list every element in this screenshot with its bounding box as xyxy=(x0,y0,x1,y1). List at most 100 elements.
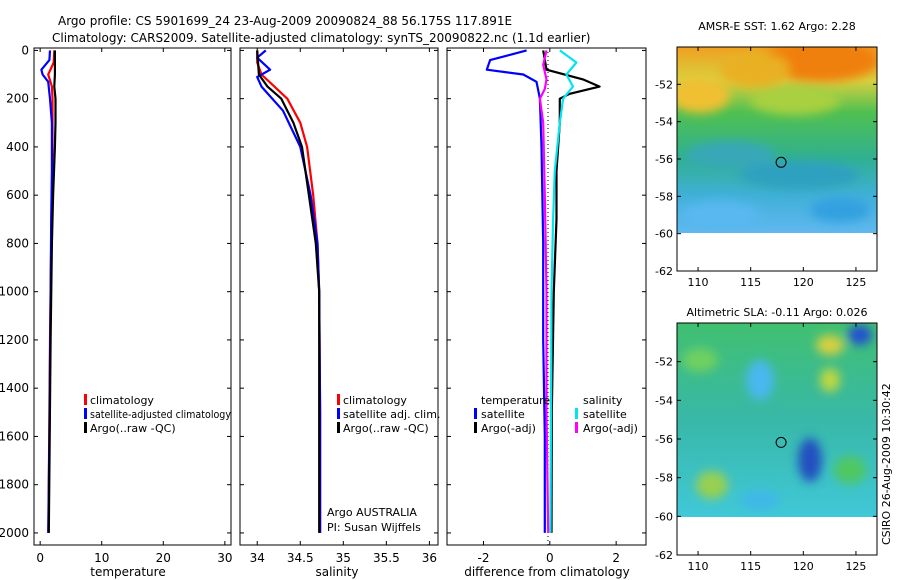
y-tick-label: -52 xyxy=(655,356,673,369)
difference-y-axis xyxy=(447,49,646,534)
y-tick-label: 800 xyxy=(6,236,29,250)
x-tick-label: 2 xyxy=(612,551,620,565)
y-tick-label: 400 xyxy=(6,140,29,154)
legend-label-climatology: climatology xyxy=(343,394,407,407)
legend-swatch-argo xyxy=(337,422,340,433)
y-tick-label: 1000 xyxy=(0,285,29,299)
x-tick-label: 120 xyxy=(793,276,814,289)
sst-heatmap xyxy=(677,47,877,233)
y-tick-label: -56 xyxy=(655,153,673,166)
series-line-satellite-adj-clim xyxy=(256,49,322,533)
difference-plot-frame xyxy=(446,47,647,546)
y-tick-label: 600 xyxy=(6,188,29,202)
salinity-plot-frame xyxy=(239,47,439,546)
difference-lines xyxy=(485,49,601,533)
sla-map-axes: -52 -54 -56 -58 -60 -62 110 115 120 125 xyxy=(655,323,877,573)
temperature-x-axis: 0 10 20 30 xyxy=(36,48,232,565)
x-tick-label: 20 xyxy=(156,551,171,565)
difference-panel: -2 0 2 difference from climatology tempera… xyxy=(446,47,647,579)
y-tick-label: 1600 xyxy=(0,429,29,443)
annotation-pi: PI: Susan Wijffels xyxy=(327,521,421,534)
legend-label-climatology: climatology xyxy=(90,394,154,407)
x-tick-label: 35 xyxy=(336,551,351,565)
timestamp-label: CSIRO 26-Aug-2009 10:30:42 xyxy=(880,383,893,545)
legend-label-temp-satellite: satellite xyxy=(481,408,525,421)
salinity-panel: 34 34.5 35 35.5 36 salinity climatology sate… xyxy=(239,47,440,579)
temperature-y-axis: 0 200 400 600 800 1000 1200 1400 1600 1800 2000 xyxy=(0,43,231,540)
legend-label-satellite: satellite-adjusted climatology xyxy=(90,408,231,421)
legend-title-salinity: salinity xyxy=(583,394,623,407)
series-line-temperature-satellite xyxy=(485,49,546,533)
legend-title-temperature: temperature xyxy=(481,394,550,407)
salinity-legend: climatology satellite adj. clim. Argo(..… xyxy=(337,394,440,435)
y-tick-label: -54 xyxy=(655,116,673,129)
legend-swatch-argo xyxy=(84,422,87,433)
sst-map-panel: AMSR-E SST: 1.62 Argo: 2.28 -52 -54 -56 -58… xyxy=(655,20,878,289)
x-tick-label: -2 xyxy=(477,551,489,565)
legend-label-argo: Argo(..raw -QC) xyxy=(90,422,176,435)
salinity-lines xyxy=(256,49,322,533)
y-tick-label: 1800 xyxy=(0,478,29,492)
y-tick-label: 1400 xyxy=(0,381,29,395)
x-tick-label: 0 xyxy=(36,551,44,565)
y-tick-label: 2000 xyxy=(0,526,29,540)
legend-swatch-sal-satellite xyxy=(575,408,578,419)
temperature-plot-frame xyxy=(33,47,232,546)
x-tick-label: 0 xyxy=(546,551,554,565)
series-line-argo-raw-qc xyxy=(47,50,57,533)
y-tick-label: 1200 xyxy=(0,333,29,347)
y-tick-label: -58 xyxy=(655,190,673,203)
salinity-xlabel: salinity xyxy=(315,565,358,579)
y-tick-label: -54 xyxy=(655,394,673,407)
y-tick-label: -52 xyxy=(655,78,673,91)
x-tick-label: 36 xyxy=(422,551,437,565)
y-tick-label: -62 xyxy=(655,549,673,562)
y-tick-label: -56 xyxy=(655,433,673,446)
title-line-1: Argo profile: CS 5901699_24 23-Aug-2009 … xyxy=(58,14,512,28)
salinity-x-axis: 34 34.5 35 35.5 36 xyxy=(250,48,437,565)
legend-label-sal-argo: Argo(-adj) xyxy=(583,422,638,435)
difference-x-axis: -2 0 2 xyxy=(477,48,620,565)
x-tick-label: 115 xyxy=(740,560,761,573)
series-line-salinity-argo-adj xyxy=(538,50,550,533)
legend-swatch-temp-argo xyxy=(474,422,477,433)
sla-map-title: Altimetric SLA: -0.11 Argo: 0.026 xyxy=(687,306,868,319)
y-tick-label: -60 xyxy=(655,510,673,523)
legend-label-sal-satellite: satellite xyxy=(583,408,627,421)
y-tick-label: 0 xyxy=(21,43,29,57)
series-line-argo-raw-qc xyxy=(256,50,321,533)
sla-heatmap xyxy=(677,323,877,517)
series-line-salinity-satellite xyxy=(549,49,578,533)
x-tick-label: 10 xyxy=(94,551,109,565)
y-tick-label: 200 xyxy=(6,92,29,106)
legend-swatch-satellite xyxy=(337,408,340,419)
y-tick-label: -60 xyxy=(655,228,673,241)
y-tick-label: -58 xyxy=(655,472,673,485)
temperature-panel: 0 200 400 600 800 1000 1200 1400 1600 1800 2000 0 1… xyxy=(0,43,232,579)
x-tick-label: 30 xyxy=(217,551,232,565)
temperature-lines xyxy=(40,50,57,533)
argo-position-marker xyxy=(775,436,787,448)
x-tick-label: 120 xyxy=(793,560,814,573)
legend-swatch-climatology xyxy=(337,394,340,405)
x-tick-label: 125 xyxy=(845,560,866,573)
temperature-xlabel: temperature xyxy=(90,565,165,579)
legend-label-temp-argo: Argo(-adj) xyxy=(481,422,536,435)
annotation-argo-australia: Argo AUSTRALIA xyxy=(327,506,417,519)
temperature-legend: climatology satellite-adjusted climatolo… xyxy=(84,394,231,435)
sst-map-title: AMSR-E SST: 1.62 Argo: 2.28 xyxy=(698,20,856,33)
title-line-2: Climatology: CARS2009. Satellite-adjuste… xyxy=(52,31,590,45)
legend-label-satellite: satellite adj. clim. xyxy=(343,408,440,421)
salinity-y-axis xyxy=(240,49,438,534)
sla-map-panel: Altimetric SLA: -0.11 Argo: 0.026 -52 -54… xyxy=(655,306,878,573)
x-tick-label: 110 xyxy=(688,560,709,573)
x-tick-label: 34.5 xyxy=(287,551,314,565)
x-tick-label: 35.5 xyxy=(373,551,400,565)
legend-swatch-sal-argo xyxy=(575,422,578,433)
legend-swatch-satellite xyxy=(84,408,87,419)
difference-legend: temperature salinity satellite Argo(-adj… xyxy=(474,394,638,435)
difference-xlabel: difference from climatology xyxy=(464,565,630,579)
legend-label-argo: Argo(..raw -QC) xyxy=(343,422,429,435)
argo-position-marker xyxy=(775,156,787,168)
x-tick-label: 34 xyxy=(250,551,265,565)
